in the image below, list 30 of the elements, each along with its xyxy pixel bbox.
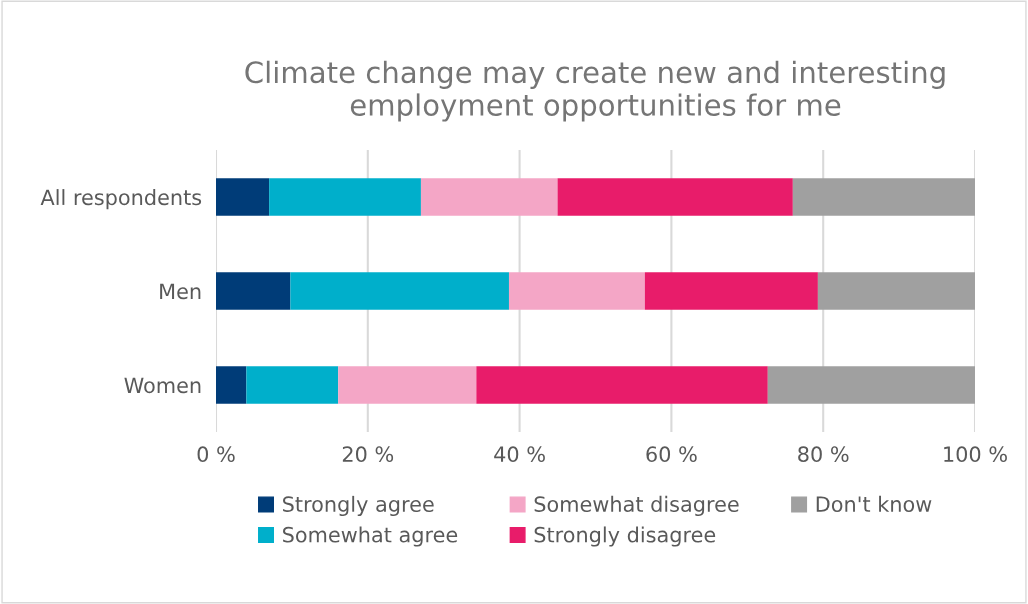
bar: [792, 178, 975, 216]
bar: [508, 272, 645, 310]
bar: [557, 178, 793, 216]
y-tick-label: Women: [124, 377, 201, 394]
y-tick-label: All respondents: [40, 189, 202, 210]
legend-label: Somewhat disagree: [534, 495, 739, 517]
x-tick-label: 100 %: [944, 446, 1007, 463]
bar: [216, 366, 247, 404]
legend-label: Don't know: [816, 495, 932, 512]
bar: [216, 272, 291, 310]
chart-title: Climate change may create new and interesting employment opportunities for me: [245, 60, 945, 122]
bar: [767, 366, 975, 404]
x-tick-label: 0 %: [197, 446, 235, 463]
legend-label: Strongly disagree: [534, 526, 716, 547]
x-tick-label: 60 %: [646, 446, 697, 463]
legend-label: Strongly agree: [283, 495, 434, 517]
legend-label: Somewhat agree: [283, 526, 458, 547]
bar: [269, 178, 421, 216]
x-tick-label: 80 %: [798, 446, 849, 463]
bar: [817, 272, 975, 310]
x-tick-label: 20 %: [342, 446, 394, 463]
bar: [290, 272, 509, 310]
bar: [216, 178, 270, 216]
x-tick-label: 40 %: [494, 446, 545, 463]
bar: [476, 366, 768, 404]
bar: [246, 366, 339, 404]
bar: [420, 178, 558, 216]
bar: [644, 272, 818, 310]
bar: [338, 366, 477, 404]
y-tick-label: Men: [160, 283, 201, 300]
